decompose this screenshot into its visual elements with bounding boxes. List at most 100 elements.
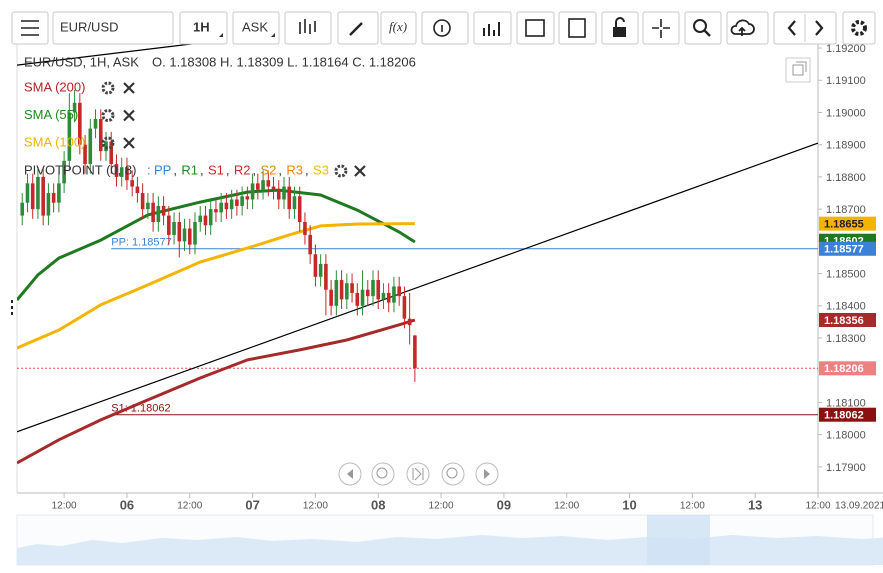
- candle-body: [381, 292, 386, 300]
- pivot-item: R1: [181, 162, 198, 177]
- candle-body: [339, 280, 344, 300]
- settings-button[interactable]: [842, 11, 876, 45]
- candle-body: [324, 263, 328, 290]
- price-tag-label: 1.18356: [824, 315, 864, 327]
- candle-body: [125, 167, 129, 181]
- crosshair-button[interactable]: [642, 11, 680, 45]
- candle-body: [287, 186, 292, 210]
- ohlc-text: O. 1.18308 H. 1.18309 L. 1.18164 C. 1.18…: [152, 54, 416, 69]
- report-button[interactable]: [558, 11, 597, 45]
- x-tick-label: 10: [622, 497, 636, 512]
- function-text: f(x): [389, 19, 407, 34]
- candle-body: [130, 180, 134, 187]
- price-tag-label: 1.18062: [824, 410, 864, 422]
- x-tick-label: 12:00: [429, 501, 454, 512]
- candle-body: [187, 228, 192, 245]
- nav-right-icon: [484, 469, 490, 479]
- candle-body: [397, 286, 401, 297]
- x-tick-label: 07: [245, 497, 259, 512]
- candle-body: [250, 183, 255, 200]
- toolbar: EUR/USD 1H ASK f(x): [11, 11, 876, 45]
- indicator-settings[interactable]: [101, 136, 115, 150]
- candle-body: [329, 289, 333, 306]
- sma-line: [17, 222, 415, 350]
- pivot-separator: :: [147, 162, 151, 177]
- candle-body: [172, 222, 176, 235]
- indicator-settings[interactable]: [101, 81, 115, 95]
- price-tag: [819, 312, 876, 327]
- candle-body: [72, 102, 77, 113]
- price-tag-label: 1.18206: [824, 363, 864, 375]
- price-tag: [819, 216, 876, 231]
- candle-body: [245, 196, 250, 200]
- candle-body: [313, 254, 318, 277]
- pivot-settings[interactable]: [334, 164, 348, 178]
- candle-body: [203, 215, 208, 226]
- y-tick-label: 1.19100: [826, 75, 866, 87]
- candle-body: [282, 186, 286, 200]
- candle-body: [83, 144, 87, 165]
- pivot-item: S3: [313, 162, 329, 177]
- indicators-button[interactable]: [473, 11, 512, 45]
- candle-body: [161, 205, 166, 216]
- candle-body: [271, 186, 276, 190]
- zoom-button[interactable]: [684, 11, 722, 45]
- indicator-label: SMA (55): [24, 107, 78, 122]
- y-tick-label: 1.18100: [826, 397, 866, 409]
- pivot-comma: ,: [253, 162, 257, 177]
- x-tick-label: 08: [371, 497, 385, 512]
- calendar-button[interactable]: [516, 11, 555, 45]
- indicator-remove[interactable]: [123, 137, 135, 149]
- indicator-settings[interactable]: [101, 109, 115, 122]
- info-button[interactable]: [421, 11, 469, 45]
- candle-body: [62, 160, 66, 184]
- candle-body: [376, 280, 381, 300]
- y-tick-label: 1.18300: [826, 333, 866, 345]
- y-tick-label: 1.18000: [826, 430, 866, 442]
- interval-button[interactable]: [179, 11, 228, 45]
- candle-body: [386, 292, 391, 303]
- candle-body: [334, 280, 339, 306]
- nav-zoom-in[interactable]: [441, 462, 465, 486]
- candle-body: [297, 196, 302, 223]
- indicator-remove[interactable]: [123, 109, 135, 122]
- cloud-button[interactable]: [726, 11, 769, 45]
- pivot-item: R3: [286, 162, 303, 177]
- indicator-label: SMA (200): [24, 79, 85, 94]
- sma-line: [17, 318, 416, 465]
- function-button[interactable]: [380, 11, 417, 45]
- symbol-input[interactable]: [52, 11, 174, 45]
- price-tag-label: 1.18655: [824, 219, 864, 231]
- nav-zoom-out[interactable]: [371, 462, 395, 486]
- price-tag-label: 1.18577: [824, 244, 864, 256]
- pivot-remove[interactable]: [354, 165, 366, 177]
- side-button[interactable]: [232, 11, 280, 45]
- axis-date-box: [834, 499, 883, 513]
- x-tick-label: 12:00: [177, 501, 202, 512]
- candle-body: [240, 196, 244, 206]
- chart-header: EUR/USD, 1H, ASK: [24, 54, 139, 69]
- y-tick-label: 1.18500: [826, 268, 866, 280]
- y-tick-label: 1.18800: [826, 172, 866, 184]
- candle-body: [177, 222, 182, 242]
- candle-body: [135, 186, 140, 194]
- nav-reset[interactable]: [406, 462, 430, 486]
- candle-body: [235, 199, 239, 206]
- chart-type-button[interactable]: [284, 11, 332, 45]
- candle-body: [224, 202, 229, 210]
- y-tick-label: 1.18400: [826, 301, 866, 313]
- y-tick-label: 1.19200: [826, 43, 866, 55]
- nav-zoom-out-icon: [376, 467, 388, 479]
- candle-body: [350, 283, 354, 293]
- price-tag: [819, 361, 876, 376]
- candle-body: [345, 283, 349, 300]
- candle-body: [303, 222, 307, 235]
- candle-body: [292, 196, 297, 210]
- pivot-indicator-label: PIVOTPOINT (0, 8): [24, 162, 136, 177]
- navigator-window[interactable]: [647, 515, 710, 565]
- candle-body: [266, 180, 271, 187]
- candle-body: [167, 215, 171, 235]
- candle-body: [20, 202, 25, 216]
- indicator-remove[interactable]: [123, 82, 135, 94]
- navigator: [16, 514, 883, 566]
